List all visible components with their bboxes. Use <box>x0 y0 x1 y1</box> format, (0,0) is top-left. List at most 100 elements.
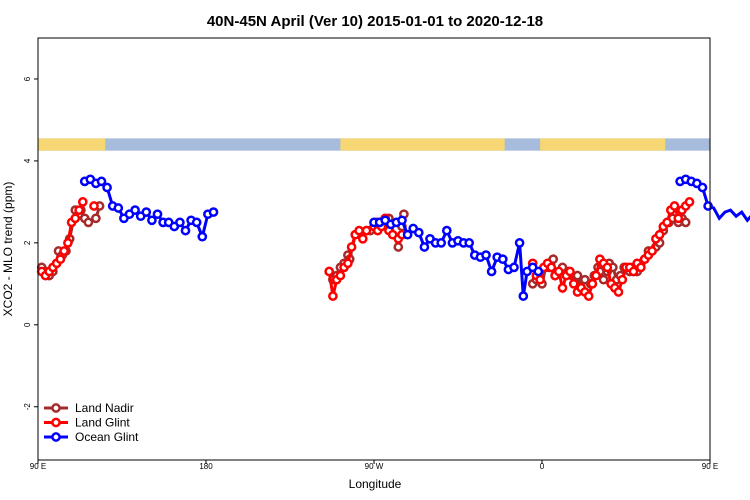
data-point <box>141 207 152 217</box>
data-point <box>328 291 338 301</box>
data-point <box>152 209 163 220</box>
data-point <box>628 266 639 277</box>
series-ocean-glint <box>79 174 750 301</box>
data-point <box>481 250 491 260</box>
data-point <box>654 229 665 240</box>
data-point <box>598 274 609 285</box>
data-point <box>70 213 81 224</box>
data-point <box>346 242 357 252</box>
x-tick-label: 90 E <box>30 462 46 471</box>
legend-marker <box>51 417 61 428</box>
y-tick-label: 2 <box>23 240 32 245</box>
legend-marker <box>51 403 61 413</box>
data-point <box>703 201 713 211</box>
data-point <box>583 291 594 301</box>
data-point <box>147 215 157 226</box>
data-point <box>636 262 646 273</box>
data-point <box>77 197 88 207</box>
data-point <box>514 238 525 248</box>
x-tick-label: 0 <box>540 462 545 471</box>
data-point <box>354 225 364 236</box>
x-axis: 90 E 180 90 W 0 90 E <box>30 460 718 471</box>
legend-label: Land Nadir <box>75 401 134 415</box>
series-layer <box>36 174 750 301</box>
data-point <box>343 258 353 269</box>
series-land-glint <box>36 197 695 301</box>
data-point <box>83 217 94 228</box>
data-point <box>533 266 544 277</box>
data-point <box>335 270 346 281</box>
plot-frame <box>37 37 711 461</box>
data-point <box>402 229 413 240</box>
data-point <box>669 201 680 211</box>
data-point <box>113 203 124 213</box>
x-tick-label: 90 W <box>365 462 384 471</box>
data-point <box>180 225 191 236</box>
data-point <box>673 213 684 224</box>
data-point <box>89 201 99 211</box>
y-tick-label: 6 <box>23 76 32 81</box>
chart-title: 40N-45N April (Ver 10) 2015-01-01 to 202… <box>207 13 543 30</box>
data-point <box>680 217 691 228</box>
legend-marker <box>51 432 61 442</box>
data-point <box>91 213 101 224</box>
land-band-segment <box>38 138 106 151</box>
data-point <box>436 238 447 248</box>
y-axis-label: XCO2 - MLO trend (ppm) <box>1 182 15 317</box>
data-point <box>587 278 598 289</box>
data-point <box>613 287 624 297</box>
y-tick-label: 4 <box>23 158 32 163</box>
data-point <box>602 262 613 273</box>
data-point <box>102 182 112 193</box>
legend-item: Ocean Glint <box>44 430 139 444</box>
y-tick-label: -2 <box>23 403 32 411</box>
series-land-nadir <box>36 201 691 293</box>
data-point <box>617 274 628 285</box>
data-point <box>647 246 657 256</box>
data-point <box>441 225 452 236</box>
y-axis: -2 0 2 4 6 <box>23 76 38 410</box>
data-point <box>357 233 368 244</box>
data-point <box>464 238 475 248</box>
legend-item: Land Nadir <box>44 401 134 415</box>
data-point <box>393 242 404 252</box>
data-point <box>518 291 529 301</box>
data-point <box>684 197 695 207</box>
data-point <box>361 225 372 236</box>
x-tick-label: 90 E <box>702 462 718 471</box>
y-tick-label: 0 <box>23 322 32 327</box>
data-point <box>662 217 672 228</box>
x-axis-label: Longitude <box>349 477 402 491</box>
data-point <box>557 283 568 293</box>
data-point <box>55 254 66 265</box>
data-point <box>324 266 335 277</box>
data-point <box>509 262 519 273</box>
data-point <box>96 176 107 187</box>
data-point <box>419 242 430 252</box>
legend-item: Land Glint <box>44 416 130 430</box>
land-ocean-band <box>38 138 710 151</box>
legend-label: Land Glint <box>75 416 130 430</box>
data-point <box>413 227 424 238</box>
data-point <box>63 238 73 248</box>
data-point <box>697 182 708 193</box>
x-tick-label: 180 <box>199 462 213 471</box>
legend-label: Ocean Glint <box>75 430 139 444</box>
data-point <box>535 274 545 285</box>
data-point <box>572 270 583 281</box>
data-point <box>74 205 84 215</box>
data-point <box>546 262 557 273</box>
data-point <box>197 231 208 242</box>
land-band-segment <box>340 138 505 151</box>
data-point <box>486 266 497 277</box>
data-point <box>568 278 579 289</box>
data-point <box>553 266 564 277</box>
data-point <box>208 207 219 217</box>
data-point <box>130 205 140 215</box>
data-point <box>175 217 185 228</box>
data-point <box>397 215 407 226</box>
data-point <box>59 246 69 256</box>
data-point <box>591 270 601 281</box>
